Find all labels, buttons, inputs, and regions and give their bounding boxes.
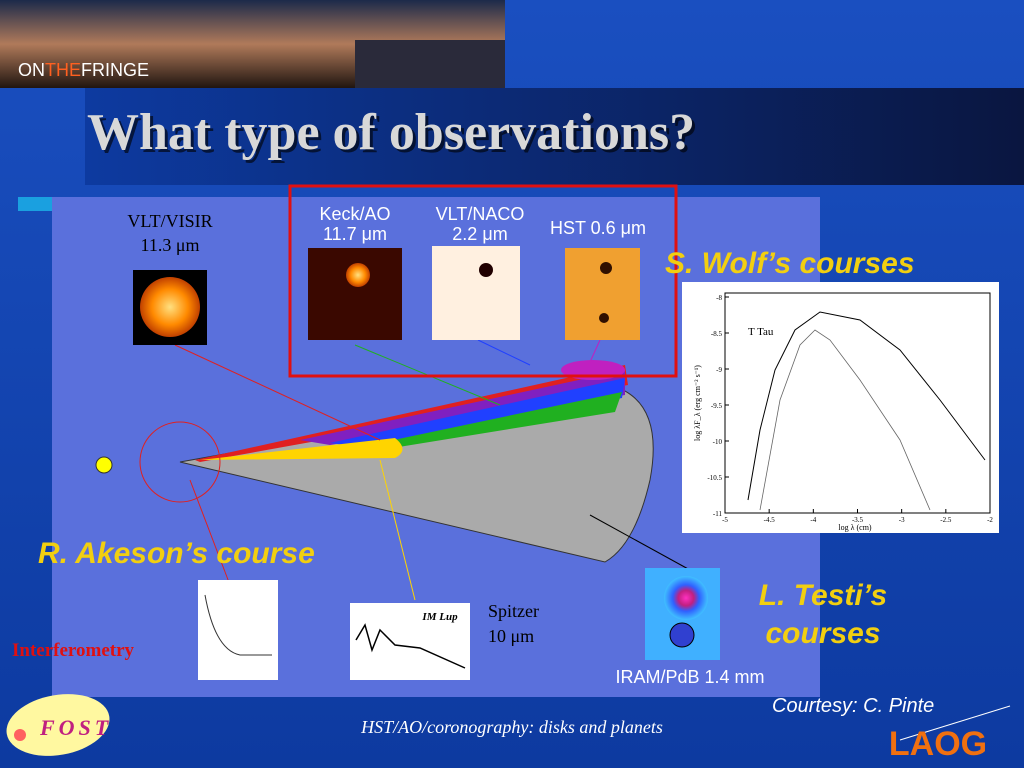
instrument-band: 10 μm [488, 626, 534, 646]
logo-swoosh [899, 705, 1011, 741]
image-blob [346, 263, 370, 287]
sed-x-label: log λ (cm) [838, 523, 872, 532]
sed-y-tick-label: -8.5 [711, 330, 723, 338]
sed-y-tick-label: -11 [713, 510, 723, 518]
sed-curve [759, 329, 931, 511]
image [308, 248, 402, 340]
sed-x-tick-label: -2 [987, 516, 993, 524]
course-label: R. Akeson’s course [38, 537, 315, 570]
image-blob [664, 576, 708, 620]
interferometry-label: Interferometry [12, 640, 135, 661]
instrument-band: 2.2 μm [452, 224, 507, 244]
logo-left-dot [14, 729, 26, 741]
disk-layer [200, 438, 403, 460]
disk-layer [300, 370, 625, 445]
spectrum-curve [355, 623, 466, 669]
sed-y-tick-label: -9.5 [711, 402, 723, 410]
sed-curve [747, 311, 986, 501]
banner-photo [355, 40, 505, 88]
accent [18, 197, 52, 211]
highlight-box [288, 184, 678, 378]
sed-y-label: log λF_λ (erg cm⁻² s⁻¹) [693, 365, 702, 441]
sed-x-tick-label: -5 [722, 516, 728, 524]
sed-y-tick-label: -10.5 [707, 474, 722, 482]
image-blob [479, 263, 493, 277]
vis-plot [198, 580, 278, 680]
title-shadow: What type of observations? [90, 107, 698, 164]
instrument-name: Spitzer [488, 601, 539, 621]
sed-y-tick-label: -8 [716, 294, 722, 302]
title-band [85, 88, 1024, 185]
courtesy: Courtesy: C. Pinte [772, 695, 934, 717]
image [565, 248, 640, 340]
logo-left-shape [6, 694, 110, 756]
image [432, 246, 520, 340]
disk [179, 384, 654, 563]
sed-x-tick-label: -2.5 [940, 516, 952, 524]
course-label: S. Wolf’s courses [665, 247, 915, 280]
course-label: L. Testi’s [759, 579, 887, 612]
image-blob [140, 277, 200, 337]
sed-y-tick-label: -9 [716, 366, 722, 374]
instrument-name: HST 0.6 μm [550, 218, 646, 238]
instrument-name: VLT/NACO [436, 204, 525, 224]
logo-right: LAOG [889, 725, 987, 763]
image-blob [599, 313, 609, 323]
sed-x-tick-label: -4 [810, 516, 816, 524]
instrument-band: 11.7 μm [323, 224, 387, 244]
instrument-name: IRAM/PdB 1.4 mm [615, 667, 764, 687]
sed-x-tick-label: -4.5 [764, 516, 776, 524]
sed-x-tick-label: -3.5 [852, 516, 864, 524]
instrument-band: 11.3 μm [141, 235, 200, 255]
course-label: courses [765, 617, 880, 650]
instrument-name: VLT/VISIR [127, 211, 212, 231]
sed-object: T Tau [748, 326, 774, 338]
title: What type of observations? [87, 104, 695, 161]
logo-left: FOST [39, 715, 112, 740]
spectrum-label: IM Lup [421, 611, 458, 623]
disk-layer [195, 365, 628, 462]
image-blob [600, 262, 612, 274]
disk-layer [330, 378, 625, 447]
banner-text: ONTHEFRINGE [18, 60, 149, 80]
sed-x-tick-label: -3 [899, 516, 905, 524]
sed-plot: T Tau log λ (cm) log λF_λ (erg cm⁻² s⁻¹)… [682, 282, 999, 533]
disk-layer [360, 392, 622, 450]
inner-circle [139, 421, 221, 503]
caption: HST/AO/coronography: disks and planets [360, 717, 663, 737]
vis-curve [204, 594, 272, 656]
sed-y-tick-label: -10 [713, 438, 723, 446]
image-blob [669, 622, 695, 648]
instrument-name: Keck/AO [319, 204, 390, 224]
sed-background [682, 282, 999, 533]
star [95, 456, 113, 474]
